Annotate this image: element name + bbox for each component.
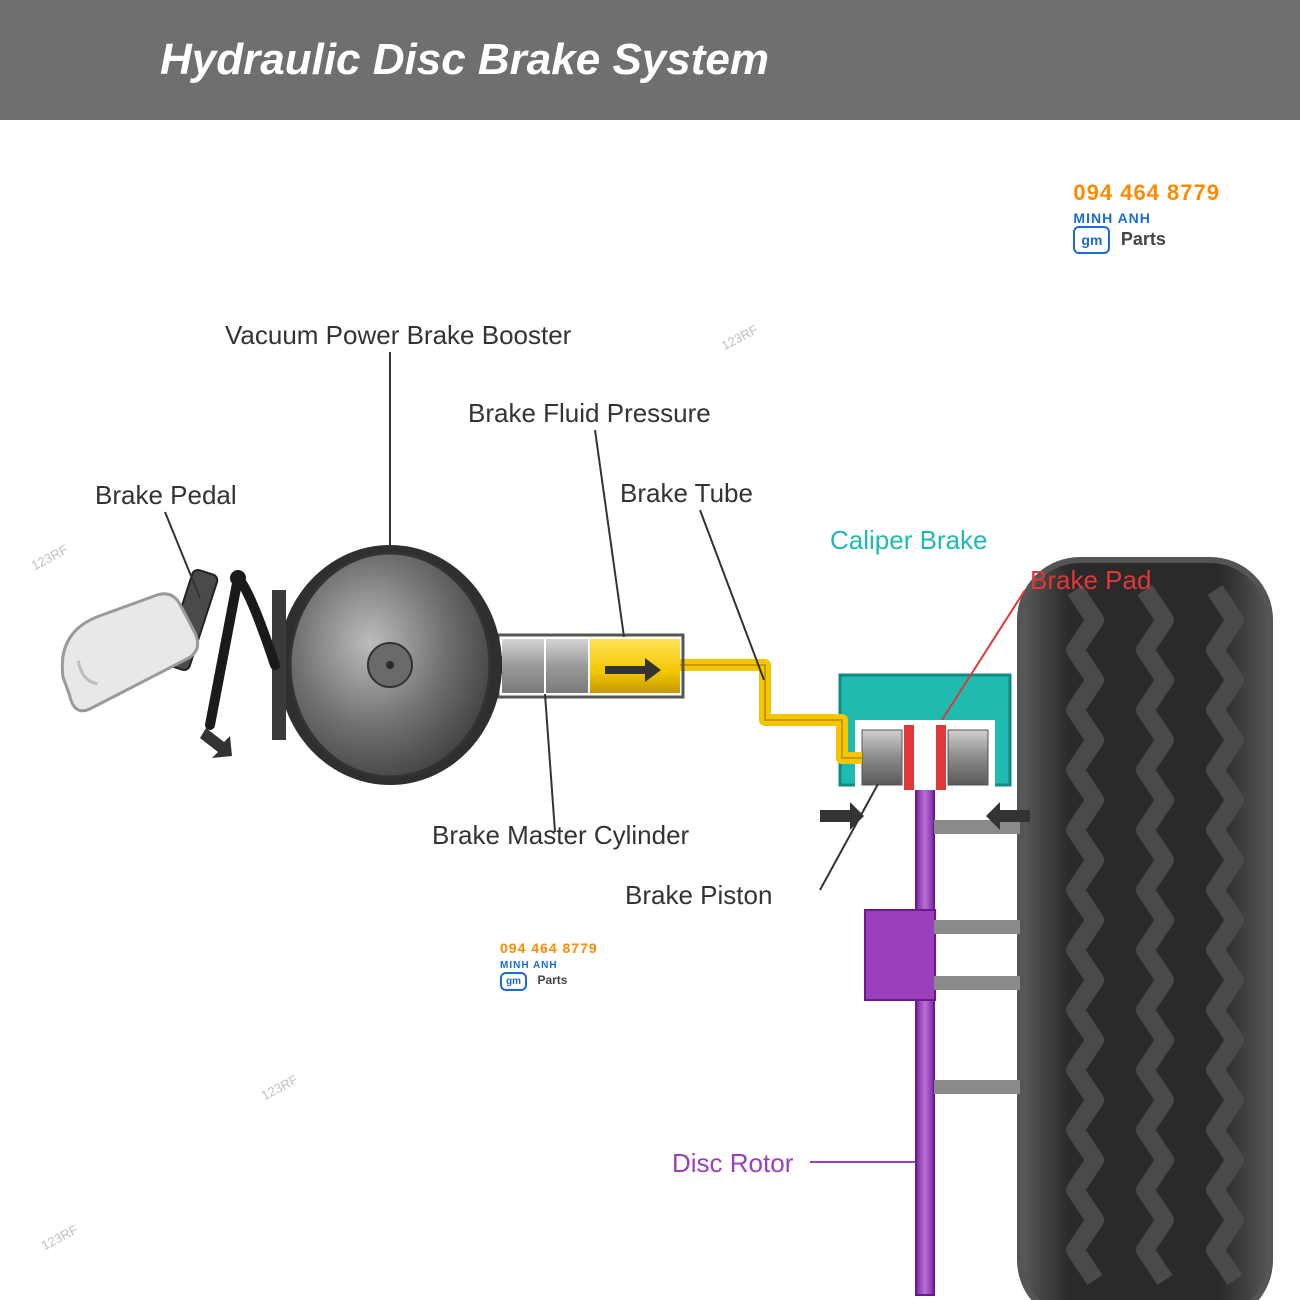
label-brake-pad: Brake Pad	[1030, 565, 1151, 596]
brake-tube	[680, 665, 862, 758]
badge-parts: Parts	[537, 973, 567, 987]
badge-minh-anh: 094 464 8779 MINH ANH gm Parts	[1073, 180, 1220, 254]
badge-phone: 094 464 8779	[1073, 180, 1220, 206]
label-vacuum-booster: Vacuum Power Brake Booster	[225, 320, 571, 351]
badge-phone: 094 464 8779	[500, 940, 598, 956]
label-caliper-brake: Caliper Brake	[830, 525, 988, 556]
badge-minh-anh-small: 094 464 8779 MINH ANH gm Parts	[500, 940, 598, 991]
label-disc-rotor: Disc Rotor	[672, 1148, 793, 1179]
page-title: Hydraulic Disc Brake System	[160, 35, 769, 85]
label-brake-master-cylinder: Brake Master Cylinder	[432, 820, 689, 851]
badge-brand: MINH ANH	[1073, 210, 1220, 226]
vacuum-booster	[272, 545, 502, 785]
label-brake-piston: Brake Piston	[625, 880, 772, 911]
tire	[1020, 560, 1270, 1300]
master-cylinder	[498, 635, 683, 697]
label-brake-tube: Brake Tube	[620, 478, 753, 509]
badge-parts: Parts	[1121, 229, 1166, 250]
header: Hydraulic Disc Brake System	[0, 0, 1300, 120]
label-brake-fluid-pressure: Brake Fluid Pressure	[468, 398, 711, 429]
badge-gm: gm	[500, 972, 527, 991]
badge-brand: MINH ANH	[500, 960, 598, 971]
label-brake-pedal: Brake Pedal	[95, 480, 237, 511]
brake-pedal-assembly	[47, 568, 275, 758]
diagram-canvas: Brake Pedal Vacuum Power Brake Booster B…	[0, 120, 1300, 1300]
brake-diagram-svg	[0, 120, 1300, 1300]
badge-gm: gm	[1073, 226, 1110, 254]
